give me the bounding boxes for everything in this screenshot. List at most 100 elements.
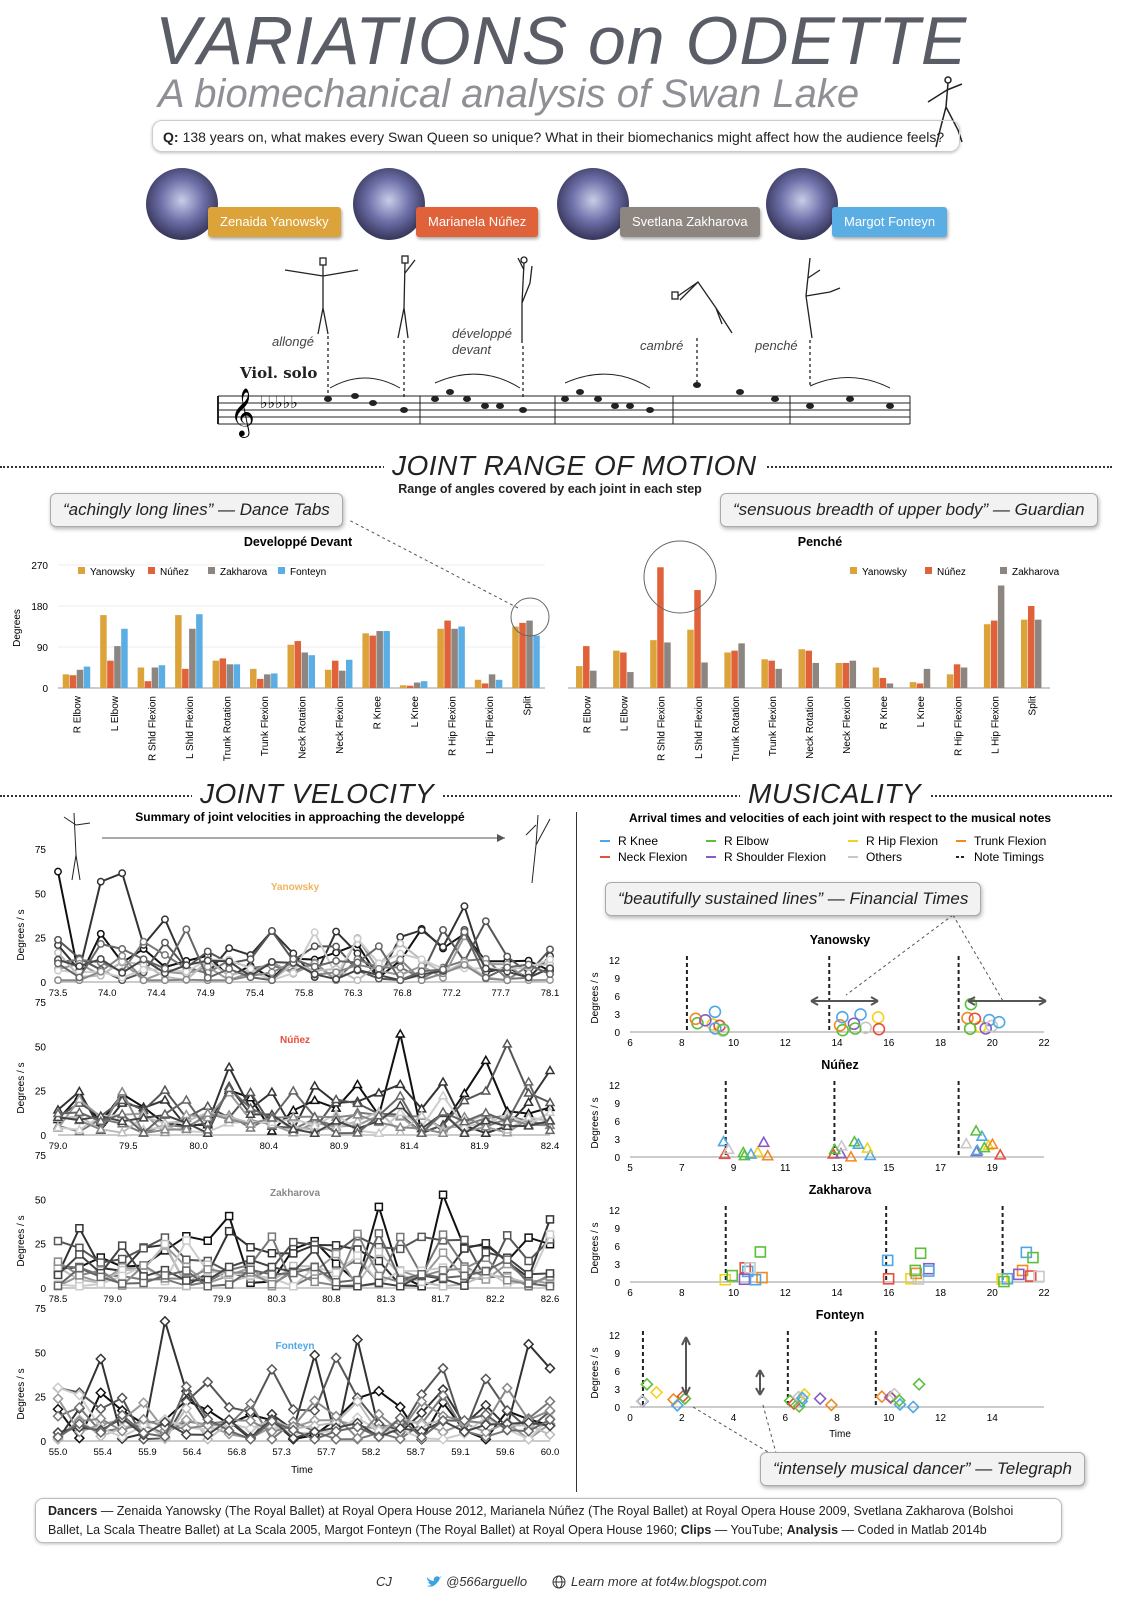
- x-tick-label: 74.4: [147, 988, 166, 999]
- y-tick-label: 6: [614, 992, 620, 1003]
- arrival-point: [1001, 1272, 1014, 1285]
- velocity-point: [289, 1268, 298, 1278]
- velocity-point: [182, 1236, 191, 1245]
- bar: [805, 650, 812, 688]
- x-tick-label: R Knee: [879, 696, 890, 730]
- arrival-point: [969, 1124, 983, 1136]
- y-tick-label: 12: [609, 1331, 621, 1342]
- velocity-point: [374, 1229, 384, 1238]
- velocity-point: [544, 1420, 556, 1432]
- y-axis-label: Degrees / s: [590, 1347, 601, 1398]
- velocity-point: [416, 1127, 427, 1137]
- x-tick-label: 74.0: [98, 988, 117, 999]
- x-tick-label: 4: [731, 1413, 737, 1424]
- bar: [308, 655, 315, 688]
- velocity-point: [139, 937, 148, 946]
- x-tick-label: R Elbow: [73, 695, 84, 733]
- velocity-point: [460, 1244, 469, 1253]
- credit-site-link[interactable]: Learn more at fot4w.blogspot.com: [571, 1574, 767, 1589]
- velocity-point: [203, 1265, 212, 1274]
- velocity-point: [332, 975, 341, 984]
- velocity-point: [523, 1338, 535, 1350]
- velocity-point: [138, 1427, 150, 1439]
- dancer-photo-yanowsky: [146, 168, 218, 240]
- velocity-point: [503, 963, 512, 972]
- x-tick-label: 6: [782, 1413, 788, 1424]
- velocity-point: [437, 1362, 449, 1374]
- velocity-point: [394, 1433, 406, 1445]
- x-tick-label: 14: [831, 1038, 843, 1049]
- velocity-point: [330, 1410, 342, 1422]
- x-tick-label: 60.0: [541, 1447, 560, 1458]
- chart-title: Penché: [798, 535, 843, 549]
- velocity-point: [374, 942, 383, 951]
- credit-twitter-link[interactable]: @566arguello: [446, 1574, 528, 1589]
- velocity-point: [266, 1363, 278, 1375]
- arrival-point: [717, 1023, 730, 1036]
- legend-label: Zakharova: [1012, 567, 1060, 578]
- y-tick-label: 25: [35, 1240, 47, 1251]
- velocity-point: [246, 1255, 255, 1265]
- velocity-point: [374, 964, 383, 973]
- pose-label-developpe: développé: [452, 326, 512, 341]
- arrival-point: [835, 1139, 848, 1151]
- x-tick-label: 78.1: [541, 988, 560, 999]
- velocity-point: [75, 1281, 84, 1291]
- velocity-point: [161, 938, 169, 947]
- y-axis-label: Degrees / s: [16, 1062, 27, 1113]
- velocity-point: [394, 1078, 406, 1089]
- velocity-point: [394, 1028, 406, 1038]
- velocity-point: [53, 1257, 63, 1266]
- duration-arrow: [967, 996, 1047, 1006]
- velocity-point: [225, 944, 234, 953]
- velocity-point: [224, 1262, 234, 1272]
- bar: [960, 667, 968, 688]
- arrival-point: [923, 1262, 935, 1275]
- arrival-point: [998, 1275, 1010, 1288]
- x-tick-label: 77.7: [492, 988, 511, 999]
- velocity-point: [96, 929, 105, 938]
- arrival-point: [906, 1400, 920, 1414]
- dancer-label-nunez: Marianela Núñez: [416, 207, 539, 237]
- velocity-point: [309, 1111, 320, 1121]
- velocity-point: [159, 1094, 171, 1104]
- arrival-point: [909, 1264, 922, 1277]
- x-tick-label: 8: [679, 1288, 685, 1299]
- x-tick-label: 58.7: [407, 1447, 426, 1458]
- velocity-point: [417, 1269, 426, 1279]
- dancer-label-fonteyn: Margot Fonteyn: [832, 207, 948, 237]
- velocity-point: [96, 1258, 106, 1267]
- y-tick-label: 3: [614, 1385, 620, 1396]
- bar: [694, 590, 701, 688]
- legend-label: Núñez: [160, 567, 189, 578]
- velocity-point: [225, 964, 234, 973]
- velocity-point: [74, 1106, 85, 1117]
- velocity-point: [416, 1396, 428, 1408]
- velocity-point: [138, 1397, 150, 1409]
- velocity-point: [95, 1123, 107, 1134]
- velocity-point: [73, 1389, 85, 1401]
- velocity-point: [524, 960, 533, 969]
- bar: [250, 668, 257, 688]
- footer-analysis-text: — Coded in Matlab 2014b: [838, 1523, 987, 1537]
- velocity-series-line: [57, 1084, 551, 1135]
- arrival-point: [744, 1261, 756, 1274]
- y-axis-label: Degrees / s: [16, 1215, 27, 1266]
- y-tick-label: 25: [35, 934, 47, 945]
- legend-label: R Shoulder Flexion: [724, 850, 826, 864]
- bar: [872, 667, 880, 688]
- y-tick-label: 0: [40, 1284, 46, 1295]
- velocity-point: [266, 1415, 278, 1427]
- arrival-point: [678, 1391, 692, 1406]
- velocity-point: [139, 1244, 148, 1253]
- arrival-point: [882, 1273, 895, 1285]
- velocity-point: [159, 1124, 171, 1134]
- velocity-point: [54, 935, 62, 944]
- velocity-point: [118, 968, 127, 977]
- velocity-series-line: [57, 871, 551, 980]
- arrival-point: [963, 1022, 977, 1035]
- velocity-point: [459, 1127, 470, 1137]
- velocity-point: [182, 925, 191, 934]
- velocity-point: [310, 928, 319, 937]
- x-tick-label: 8: [679, 1038, 685, 1049]
